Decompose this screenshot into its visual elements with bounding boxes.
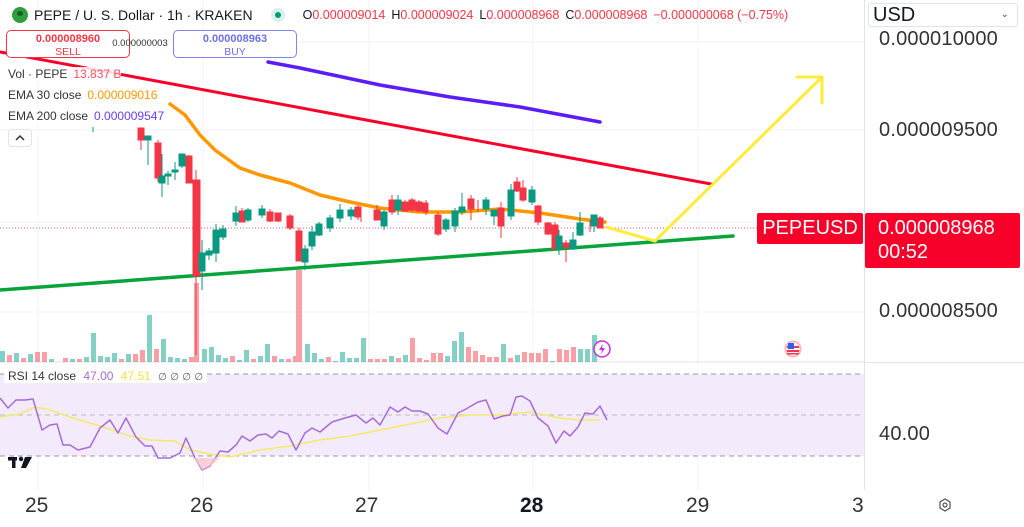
currency-selector[interactable]: USD ⌄ — [868, 3, 1018, 27]
time-label-28: 28 — [520, 494, 544, 517]
volume-bars — [0, 270, 597, 362]
price-change: −0.000000068 (−0.75%) — [653, 8, 789, 22]
hidden-value-3: ∅ — [182, 372, 191, 383]
symbol-title[interactable]: PEPE / U. S. Dollar · 1h · KRAKEN — [34, 7, 253, 23]
rsi-legend[interactable]: RSI 14 close 47.00 47.51 ∅ ∅ ∅ ∅ — [4, 369, 208, 383]
projection-arrow — [604, 75, 824, 243]
price-label-2: 0.000009500 — [879, 119, 998, 141]
ema200-legend[interactable]: EMA 200 close 0.000009547 — [8, 109, 165, 123]
spread-value: 0.000000003 — [112, 38, 168, 49]
chart-header: PEPE / U. S. Dollar · 1h · KRAKEN O0.000… — [0, 0, 788, 30]
hidden-value-2: ∅ — [170, 372, 179, 383]
settings-icon[interactable] — [938, 498, 952, 517]
dividends-event-icon[interactable] — [593, 340, 611, 363]
time-label-27: 27 — [355, 494, 379, 517]
candles — [92, 127, 604, 355]
support-trendline — [0, 234, 735, 292]
time-axis[interactable]: 25 26 27 28 29 3 — [0, 490, 1024, 527]
chart-canvas[interactable] — [0, 0, 864, 490]
hidden-value-4: ∅ — [194, 372, 204, 383]
rsi-ma-line — [0, 406, 600, 458]
bar-countdown: 00:52 — [878, 241, 929, 263]
ohlc-close: C0.000008968 — [565, 8, 648, 22]
tradingview-logo-icon[interactable] — [8, 455, 38, 474]
chevron-down-icon: ⌄ — [1000, 9, 1009, 20]
price-label-1: 0.000010000 — [879, 28, 998, 50]
time-label-26: 26 — [190, 494, 214, 517]
buy-button[interactable]: 0.000008963 BUY — [173, 30, 297, 58]
ohlc-high: H0.000009024 — [391, 8, 474, 22]
chevron-up-icon — [15, 135, 25, 141]
sell-price: 0.000008960 — [35, 33, 101, 45]
ema200-line — [266, 60, 602, 124]
current-price: 0.000008968 — [878, 217, 995, 239]
pepe-logo-icon — [12, 7, 28, 23]
time-label-25: 25 — [25, 494, 49, 517]
rsi-axis-label: 40.00 — [879, 423, 931, 445]
buy-label: BUY — [224, 45, 246, 58]
collapse-legend-button[interactable] — [8, 129, 32, 147]
ema30-line — [168, 102, 607, 224]
ema30-legend[interactable]: EMA 30 close 0.000009016 — [8, 88, 158, 102]
ohlc-open: O0.000009014 — [302, 8, 386, 22]
current-price-tag: 0.000008968 00:52 — [865, 213, 1020, 268]
hidden-value-1: ∅ — [158, 372, 167, 383]
sell-button[interactable]: 0.000008960 SELL — [6, 30, 130, 58]
us-economic-event-icon[interactable] — [784, 340, 802, 363]
volume-legend[interactable]: Vol · PEPE 13.837 B — [8, 67, 122, 81]
market-open-dot-icon[interactable] — [270, 8, 285, 22]
time-label-29: 29 — [686, 494, 710, 517]
symbol-price-tag: PEPEUSD — [757, 213, 863, 244]
time-label-3: 3 — [852, 494, 864, 517]
ohlc-low: L0.000008968 — [479, 8, 560, 22]
price-label-3: 0.000008500 — [879, 300, 998, 322]
sell-label: SELL — [55, 45, 81, 58]
buy-price: 0.000008963 — [202, 33, 268, 45]
rsi-line — [0, 395, 608, 471]
